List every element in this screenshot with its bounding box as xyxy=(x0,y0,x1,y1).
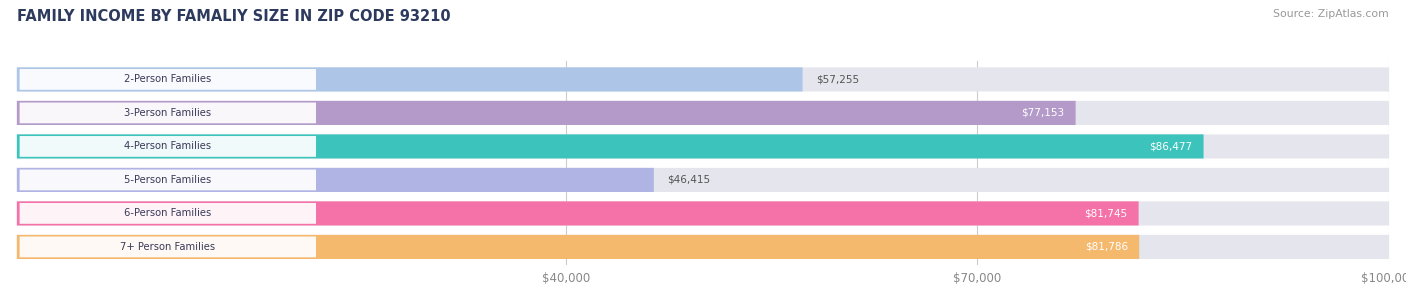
Text: $46,415: $46,415 xyxy=(668,175,710,185)
FancyBboxPatch shape xyxy=(20,203,316,224)
FancyBboxPatch shape xyxy=(17,67,803,92)
Text: 4-Person Families: 4-Person Families xyxy=(124,142,211,151)
Text: $81,786: $81,786 xyxy=(1085,242,1128,252)
Text: 5-Person Families: 5-Person Families xyxy=(124,175,211,185)
Text: Source: ZipAtlas.com: Source: ZipAtlas.com xyxy=(1274,9,1389,19)
FancyBboxPatch shape xyxy=(17,168,1389,192)
FancyBboxPatch shape xyxy=(20,136,316,157)
FancyBboxPatch shape xyxy=(20,69,316,90)
Text: $81,745: $81,745 xyxy=(1084,208,1128,218)
FancyBboxPatch shape xyxy=(20,102,316,123)
FancyBboxPatch shape xyxy=(17,235,1139,259)
Text: $86,477: $86,477 xyxy=(1150,142,1192,151)
FancyBboxPatch shape xyxy=(17,101,1076,125)
FancyBboxPatch shape xyxy=(17,168,654,192)
FancyBboxPatch shape xyxy=(17,101,1389,125)
FancyBboxPatch shape xyxy=(17,201,1389,225)
FancyBboxPatch shape xyxy=(17,135,1204,159)
Text: FAMILY INCOME BY FAMALIY SIZE IN ZIP CODE 93210: FAMILY INCOME BY FAMALIY SIZE IN ZIP COD… xyxy=(17,9,450,24)
FancyBboxPatch shape xyxy=(17,201,1139,225)
Text: 7+ Person Families: 7+ Person Families xyxy=(121,242,215,252)
FancyBboxPatch shape xyxy=(17,135,1389,159)
Text: 3-Person Families: 3-Person Families xyxy=(124,108,211,118)
Text: 2-Person Families: 2-Person Families xyxy=(124,74,211,84)
Text: 6-Person Families: 6-Person Families xyxy=(124,208,211,218)
Text: $57,255: $57,255 xyxy=(817,74,859,84)
FancyBboxPatch shape xyxy=(20,170,316,190)
Text: $77,153: $77,153 xyxy=(1022,108,1064,118)
FancyBboxPatch shape xyxy=(20,237,316,257)
FancyBboxPatch shape xyxy=(17,235,1389,259)
FancyBboxPatch shape xyxy=(17,67,1389,92)
